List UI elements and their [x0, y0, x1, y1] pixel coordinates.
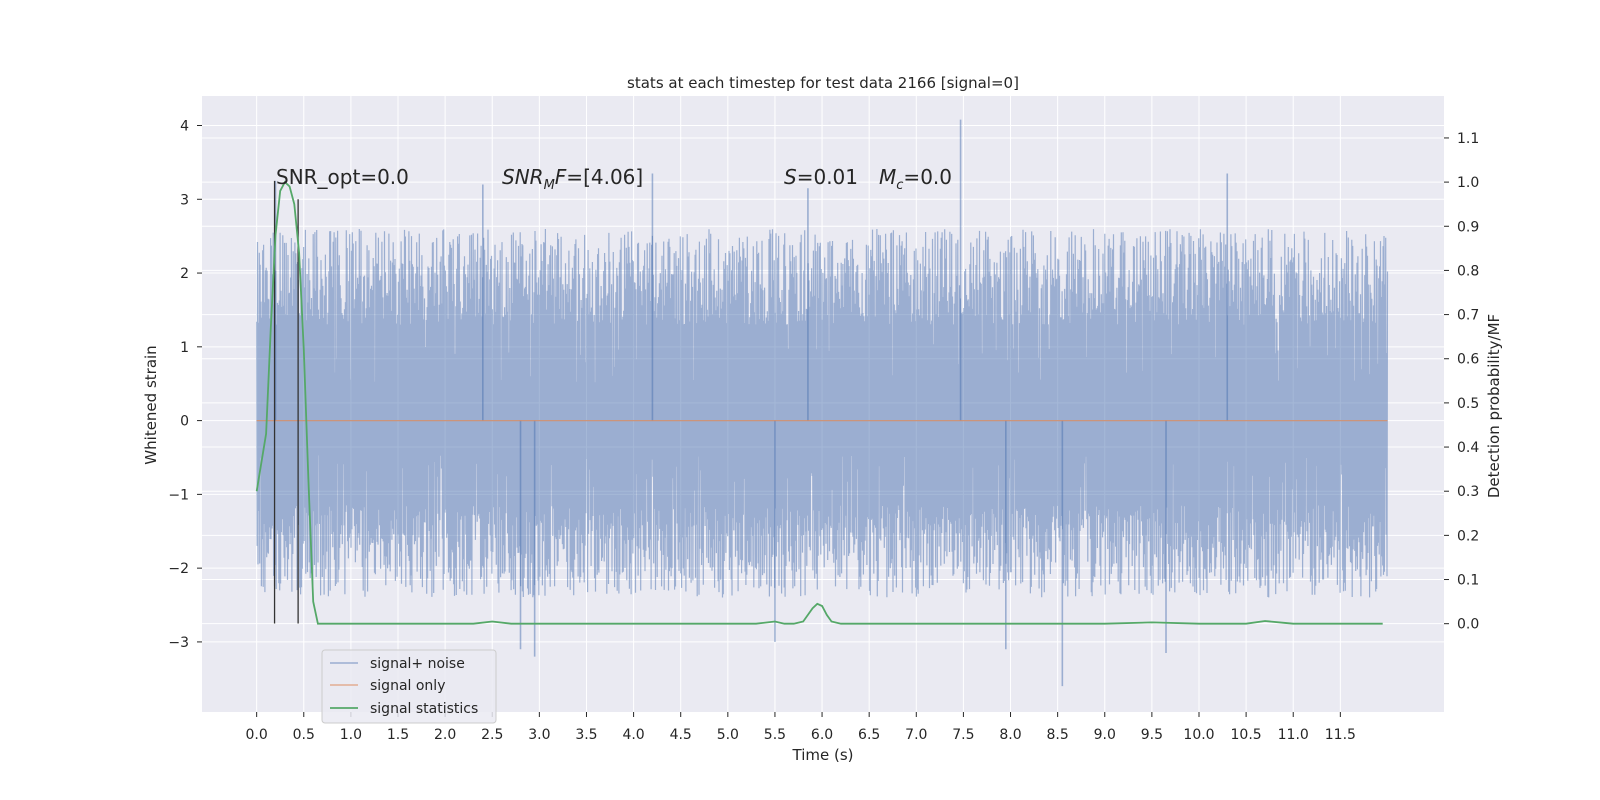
y-tick-label-2: −1 [168, 487, 189, 503]
y-tick-label-3: 0 [180, 414, 189, 430]
y-tick-label-1: −2 [168, 561, 189, 577]
x-tick-label-2: 1.0 [340, 727, 362, 743]
y-tick-label-6: 3 [180, 192, 189, 208]
y-right-tick-label-9: 0.9 [1457, 219, 1479, 235]
x-tick-label-19: 9.5 [1141, 727, 1163, 743]
x-tick-label-16: 8.0 [999, 727, 1021, 743]
y-axis-label-right: Detection probability/MF [1485, 314, 1503, 498]
y-right-tick-label-6: 0.6 [1457, 352, 1479, 368]
y-tick-label-4: 1 [180, 340, 189, 356]
y-right-tick-label-0: 0.0 [1457, 617, 1479, 633]
x-tick-label-13: 6.5 [858, 727, 880, 743]
chart-title: stats at each timestep for test data 216… [627, 74, 1019, 92]
y-right-tick-label-8: 0.8 [1457, 263, 1479, 279]
legend-label-signal-only: signal only [370, 678, 445, 694]
y-axis-label: Whitened strain [142, 345, 160, 464]
y-right-tick-label-7: 0.7 [1457, 308, 1479, 324]
y-right-tick-label-5: 0.5 [1457, 396, 1479, 412]
x-tick-label-21: 10.5 [1231, 727, 1262, 743]
x-tick-label-14: 7.0 [905, 727, 927, 743]
signal-noise-line [256, 228, 1389, 598]
snr-mf-annotation: SNRMF=[4.06] [502, 165, 643, 193]
y-right-tick-label-4: 0.4 [1457, 440, 1479, 456]
tick-labels: 0.0 0.5 1.0 1.5 2.0 2.5 3.0 3.5 4.0 4.5 5.0 5.5 6.0 6… [168, 119, 1479, 743]
signal-statistics-line [255, 180, 1383, 625]
y-tick-label-7: 4 [180, 119, 189, 135]
legend-box [321, 649, 497, 724]
x-tick-label-9: 4.5 [670, 727, 692, 743]
s-annotation: S=0.01 [784, 165, 858, 189]
mc-value: 0.0 [920, 165, 952, 189]
mc-annotation: Mc=0.0 [879, 165, 952, 193]
x-tick-label-11: 5.5 [764, 727, 786, 743]
x-tick-label-23: 11.5 [1325, 727, 1356, 743]
x-tick-label-0: 0.0 [246, 727, 268, 743]
x-tick-label-1: 0.5 [293, 727, 315, 743]
y-right-tick-label-10: 1.0 [1457, 175, 1479, 191]
signal-noise-series [256, 119, 1389, 687]
x-tick-label-5: 2.5 [481, 727, 503, 743]
legend-label-signal-noise: signal+ noise [370, 656, 465, 672]
y-right-tick-label-2: 0.2 [1457, 528, 1479, 544]
signal-statistics-series [255, 180, 1383, 625]
legend: signal+ noise signal only signal statist… [321, 649, 497, 724]
x-tick-label-8: 4.0 [622, 727, 644, 743]
x-tick-label-12: 6.0 [811, 727, 833, 743]
legend-label-signal-statistics: signal statistics [370, 701, 478, 717]
y-right-tick-label-3: 0.3 [1457, 484, 1479, 500]
x-tick-label-4: 2.0 [434, 727, 456, 743]
snr-opt-annotation: SNR_opt=0.0 [276, 165, 409, 189]
x-tick-label-20: 10.0 [1183, 727, 1214, 743]
x-tick-label-18: 9.0 [1094, 727, 1116, 743]
x-tick-label-15: 7.5 [952, 727, 974, 743]
x-tick-label-6: 3.0 [528, 727, 550, 743]
s-value: 0.01 [813, 165, 858, 189]
y-tick-label-5: 2 [180, 266, 189, 282]
x-axis-label: Time (s) [792, 746, 854, 764]
snr-mf-value: [4.06] [583, 165, 643, 189]
x-tick-label-3: 1.5 [387, 727, 409, 743]
x-tick-label-22: 11.0 [1278, 727, 1309, 743]
y-tick-label-0: −3 [168, 635, 189, 651]
x-tick-label-10: 5.0 [717, 727, 739, 743]
y-right-tick-label-1: 0.1 [1457, 573, 1479, 589]
x-tick-label-17: 8.5 [1047, 727, 1069, 743]
x-tick-label-7: 3.5 [575, 727, 597, 743]
y-right-tick-label-11: 1.1 [1457, 131, 1479, 147]
